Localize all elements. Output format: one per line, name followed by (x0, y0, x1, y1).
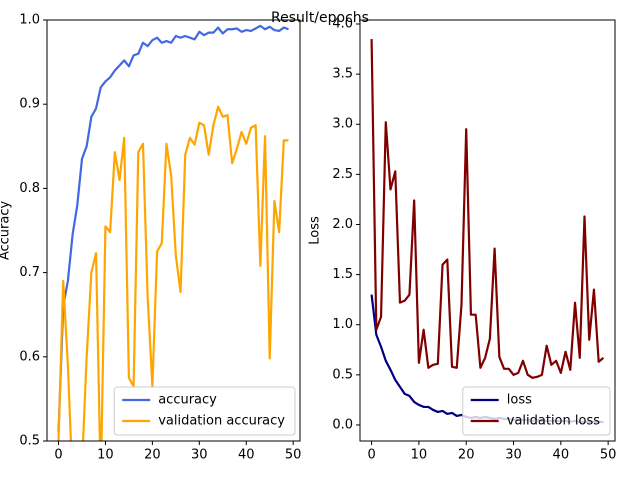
y-tick-label: 0.8 (19, 181, 40, 196)
legend-label: validation loss (507, 414, 600, 429)
x-tick-label: 30 (191, 448, 208, 463)
legend-label: accuracy (158, 393, 217, 408)
legend-label: loss (507, 393, 532, 408)
y-tick-label: 0.5 (19, 434, 40, 449)
axes-frame (46, 19, 301, 442)
y-tick-label: 3.5 (332, 67, 353, 82)
y-tick-label: 0.0 (332, 417, 353, 432)
series-line (57, 24, 289, 433)
legend: accuracy validation accuracy (113, 386, 296, 436)
x-tick-label: 30 (505, 448, 522, 463)
x-tick-label: 20 (458, 448, 475, 463)
y-axis-label: Loss (308, 216, 323, 245)
x-tick-label: 40 (553, 448, 570, 463)
x-tick-label: 20 (144, 448, 161, 463)
x-tick-label: 50 (600, 448, 617, 463)
axes-frame (359, 19, 616, 442)
legend-box (462, 386, 611, 436)
y-tick-label: 2.0 (332, 217, 353, 232)
y-tick-label: 0.6 (19, 349, 40, 364)
y-tick-label: 0.9 (19, 97, 40, 112)
x-tick-label: 0 (367, 448, 375, 463)
x-tick-label: 50 (285, 448, 302, 463)
figure-title: Result/epochs (271, 10, 369, 26)
legend-label: validation accuracy (158, 414, 285, 429)
y-tick-label: 2.5 (332, 167, 353, 182)
y-tick-label: 1.0 (332, 317, 353, 332)
x-tick-label: 40 (238, 448, 255, 463)
y-tick-label: 4.0 (332, 17, 353, 32)
x-tick-label: 0 (54, 448, 62, 463)
x-tick-label: 10 (97, 448, 114, 463)
series-line (370, 39, 605, 379)
legend: loss validation loss (462, 386, 611, 436)
y-axis-label: Accuracy (0, 201, 13, 261)
series-line (57, 105, 289, 441)
x-tick-label: 10 (411, 448, 428, 463)
y-tick-label: 3.0 (332, 117, 353, 132)
y-tick-label: 0.5 (332, 367, 353, 382)
legend-box (113, 386, 296, 436)
y-tick-label: 0.7 (19, 265, 40, 280)
y-tick-label: 1.5 (332, 267, 353, 282)
y-tick-label: 1.0 (19, 13, 40, 28)
